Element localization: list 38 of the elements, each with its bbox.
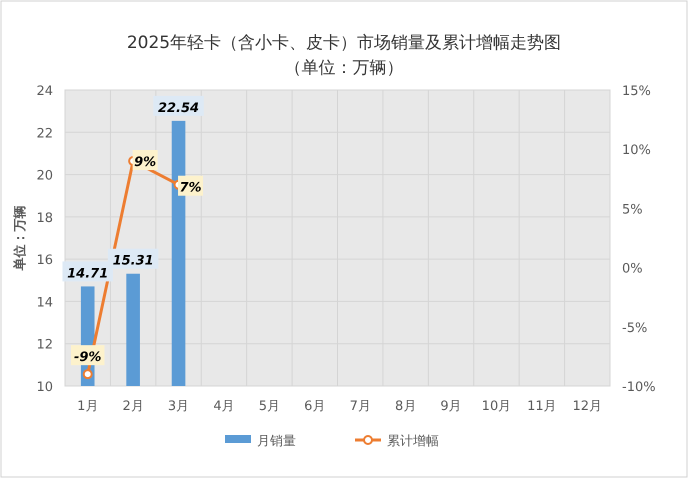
y2-tick-label: 15% <box>622 84 651 99</box>
x-tick-label: 7月 <box>350 399 371 414</box>
legend-label: 累计增幅 <box>387 434 439 449</box>
y-tick-label: 16 <box>36 253 53 268</box>
x-tick-label: 11月 <box>527 399 557 414</box>
y2-tick-label: 0% <box>622 262 643 277</box>
y2-tick-label: 5% <box>622 202 643 218</box>
data-label: 7% <box>180 180 202 196</box>
data-label: 15.31 <box>112 254 154 269</box>
x-tick-label: 9月 <box>440 399 462 414</box>
y-tick-label: 18 <box>36 210 53 226</box>
x-tick-label: 10月 <box>482 399 512 414</box>
y-tick-label: 10 <box>36 380 53 395</box>
data-label: 9% <box>134 155 156 170</box>
y-tick-label: 14 <box>36 295 53 310</box>
x-tick-label: 12月 <box>572 399 602 414</box>
y-axis-title: 单位：万辆 <box>12 206 28 272</box>
y-tick-label: 12 <box>36 338 53 353</box>
point <box>82 369 93 380</box>
data-label: -9% <box>74 350 102 366</box>
y-tick-label: 24 <box>36 84 53 99</box>
y2-tick-label: -10% <box>622 380 656 395</box>
x-tick-label: 3月 <box>168 399 190 414</box>
x-tick-label: 6月 <box>304 399 326 414</box>
x-tick-label: 5月 <box>258 399 280 414</box>
y2-tick-label: -5% <box>622 320 648 336</box>
x-tick-label: 1月 <box>77 399 98 414</box>
chart-subtitle: （单位：万辆） <box>284 58 404 78</box>
y-tick-label: 20 <box>36 168 53 184</box>
data-label: 14.71 <box>67 266 108 282</box>
data-label: 22.54 <box>158 100 200 116</box>
y2-tick-label: 10% <box>622 143 651 158</box>
x-tick-label: 8月 <box>394 399 416 414</box>
x-tick-label: 2月 <box>122 399 144 414</box>
y-tick-label: 22 <box>36 126 53 142</box>
x-tick-label: 4月 <box>213 399 235 414</box>
chart-title: 2025年轻卡（含小卡、皮卡）市场销量及累计增幅走势图 <box>126 33 562 53</box>
legend-label: 月销量 <box>257 434 296 449</box>
